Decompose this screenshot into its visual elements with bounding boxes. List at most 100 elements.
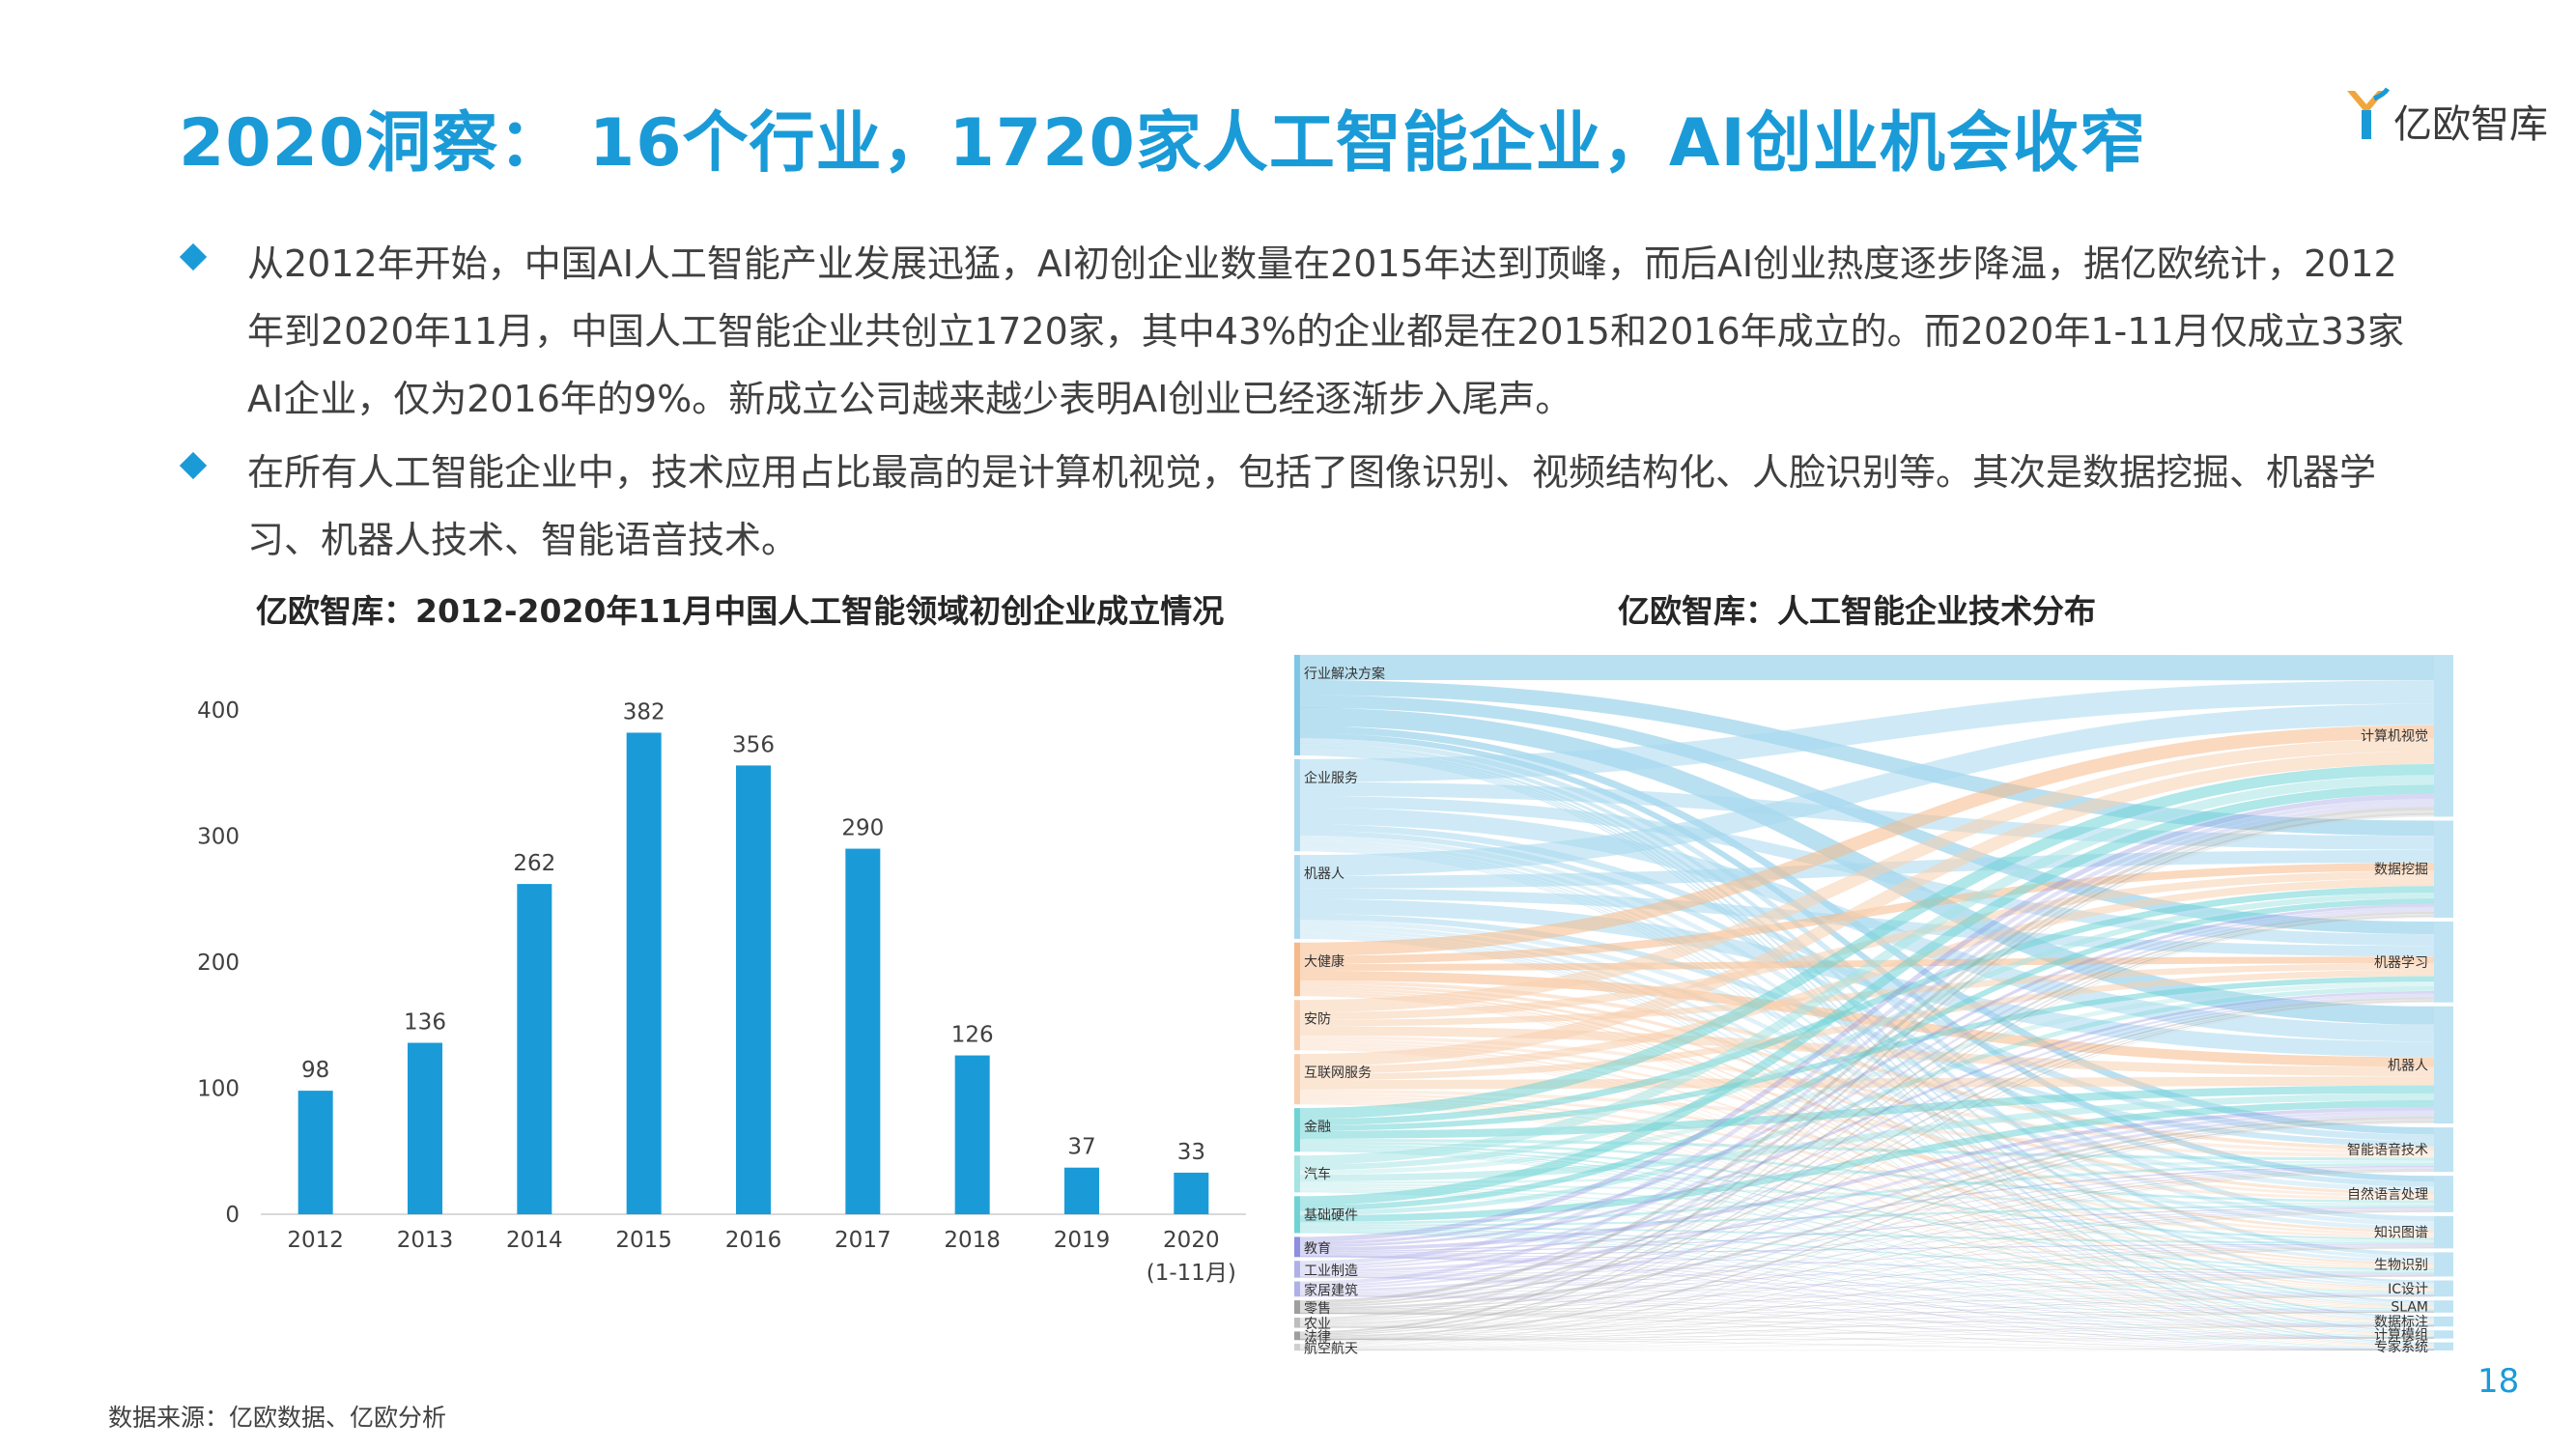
sankey-link bbox=[1294, 1151, 2435, 1349]
sankey-link bbox=[1294, 1295, 2435, 1350]
sankey-link bbox=[1294, 1245, 2435, 1295]
sankey-link bbox=[1294, 1148, 2435, 1293]
sankey-link bbox=[1294, 983, 2435, 1195]
y-tick-label: 0 bbox=[225, 1203, 240, 1228]
sankey-link bbox=[1294, 1168, 2435, 1293]
sankey-link bbox=[1294, 1170, 2435, 1326]
sankey-target-label: 数据挖掘 bbox=[2374, 863, 2428, 878]
sankey-link bbox=[1294, 764, 2435, 1120]
sankey-link bbox=[1294, 1275, 2435, 1327]
sankey-link bbox=[1294, 1093, 2435, 1201]
sankey-link bbox=[1294, 1208, 2435, 1294]
bar bbox=[954, 1055, 990, 1214]
sankey-target-label: 智能语音技术 bbox=[2347, 1142, 2428, 1158]
sankey-link bbox=[1294, 1295, 2435, 1350]
sankey-link bbox=[1294, 1325, 2435, 1351]
sankey-target-label: 专家系统 bbox=[2374, 1339, 2428, 1355]
sankey-link bbox=[1294, 1295, 2435, 1339]
sankey-link bbox=[1294, 888, 2435, 957]
sankey-link bbox=[1294, 1048, 2435, 1336]
sankey-link bbox=[1294, 1151, 2435, 1337]
sankey-target-label: 生物识别 bbox=[2374, 1258, 2428, 1273]
sankey-link bbox=[1294, 981, 2435, 1176]
bar-value-label: 136 bbox=[404, 1010, 446, 1036]
bar-value-label: 382 bbox=[623, 699, 665, 724]
x-tick-label: 2012 bbox=[287, 1228, 344, 1253]
bar bbox=[845, 848, 881, 1214]
sankey-link bbox=[1294, 1205, 2435, 1227]
sankey-source-label: 大健康 bbox=[1304, 953, 1345, 970]
sankey-link bbox=[1294, 843, 2435, 1286]
sankey-link bbox=[1294, 1169, 2435, 1311]
sankey-link bbox=[1294, 1207, 2435, 1254]
sankey-link bbox=[1294, 1256, 2435, 1338]
diamond-bullet-icon bbox=[179, 242, 208, 271]
sankey-link bbox=[1294, 1312, 2435, 1350]
bar-value-label: 98 bbox=[301, 1058, 329, 1083]
bar bbox=[1064, 1167, 1099, 1214]
sankey-link bbox=[1294, 915, 2435, 1335]
sankey-target-node bbox=[2434, 1280, 2453, 1297]
sankey-link bbox=[1294, 1116, 2435, 1310]
bar bbox=[1174, 1172, 1209, 1214]
sankey-source-node bbox=[1294, 1344, 1300, 1350]
sankey-source-label: 零售 bbox=[1304, 1301, 1331, 1317]
bullet-item: 从2012年开始，中国AI人工智能产业发展迅猛，AI初创企业数量在2015年达到… bbox=[174, 230, 2424, 433]
sankey-link bbox=[1294, 793, 2435, 1242]
sankey-source-label: 基础硬件 bbox=[1304, 1207, 1358, 1223]
sankey-link bbox=[1294, 1247, 2435, 1327]
sankey-link bbox=[1294, 1000, 2435, 1336]
sankey-link bbox=[1294, 1273, 2435, 1277]
sankey-link bbox=[1294, 1338, 2435, 1341]
page-number: 18 bbox=[2477, 1362, 2520, 1401]
sankey-link bbox=[1294, 1141, 2435, 1204]
y-tick-label: 400 bbox=[197, 698, 240, 724]
sankey-link bbox=[1294, 1085, 2435, 1139]
sankey-source-label: 家居建筑 bbox=[1304, 1282, 1358, 1298]
sankey-link bbox=[1294, 1001, 2435, 1348]
sankey-chart-title: 亿欧智库：人工智能企业技术分布 bbox=[1618, 592, 2096, 630]
sankey-target-node bbox=[2434, 1300, 2453, 1313]
bar bbox=[517, 884, 552, 1214]
sankey-link bbox=[1294, 1210, 2435, 1326]
sankey-link bbox=[1294, 923, 2435, 1231]
sankey-link bbox=[1294, 1277, 2435, 1350]
sankey-link bbox=[1294, 1038, 2435, 1198]
sankey-link bbox=[1294, 992, 2435, 1307]
sankey-link bbox=[1294, 775, 2435, 1165]
sankey-link bbox=[1294, 937, 2435, 1347]
sankey-source-node bbox=[1294, 1196, 1300, 1234]
diamond-bullet-icon bbox=[179, 451, 208, 480]
sankey-target-node bbox=[2434, 1215, 2453, 1249]
x-tick-label: 2020 bbox=[1163, 1228, 1220, 1253]
sankey-source-node bbox=[1294, 1281, 1300, 1297]
sankey-link bbox=[1294, 909, 2435, 1288]
sankey-link bbox=[1294, 1119, 2435, 1325]
sankey-target-label: 知识图谱 bbox=[2374, 1225, 2428, 1241]
bar-value-label: 37 bbox=[1067, 1135, 1095, 1160]
sankey-link bbox=[1294, 1167, 2435, 1274]
sankey-target-label: SLAM bbox=[2391, 1300, 2428, 1316]
y-tick-label: 200 bbox=[197, 951, 240, 976]
sankey-source-node bbox=[1294, 1318, 1300, 1328]
sankey-link bbox=[1294, 1325, 2435, 1341]
sankey-target-label: 数据标注 bbox=[2374, 1315, 2428, 1330]
sankey-link bbox=[1294, 1076, 2435, 1090]
sankey-links bbox=[1294, 654, 2435, 1351]
sankey-link bbox=[1294, 1312, 2435, 1328]
sankey-link bbox=[1294, 799, 2435, 1265]
sankey-link bbox=[1294, 1163, 2435, 1225]
x-tick-label: 2016 bbox=[725, 1228, 782, 1253]
sankey-link bbox=[1294, 1228, 2435, 1273]
sankey-source-label: 工业制造 bbox=[1304, 1264, 1358, 1279]
sankey-link bbox=[1294, 1232, 2435, 1338]
sankey-link bbox=[1294, 1047, 2435, 1308]
data-source-note: 数据来源：亿欧数据、亿欧分析 bbox=[108, 1404, 447, 1432]
sankey-link bbox=[1294, 1327, 2435, 1351]
sankey-link bbox=[1294, 1256, 2435, 1350]
sankey-link bbox=[1294, 1189, 2435, 1293]
sankey-link bbox=[1294, 1325, 2435, 1328]
sankey-source-node bbox=[1294, 942, 1300, 997]
sankey-source-label: 汽车 bbox=[1304, 1166, 1331, 1182]
sankey-target-node bbox=[2434, 1316, 2453, 1327]
